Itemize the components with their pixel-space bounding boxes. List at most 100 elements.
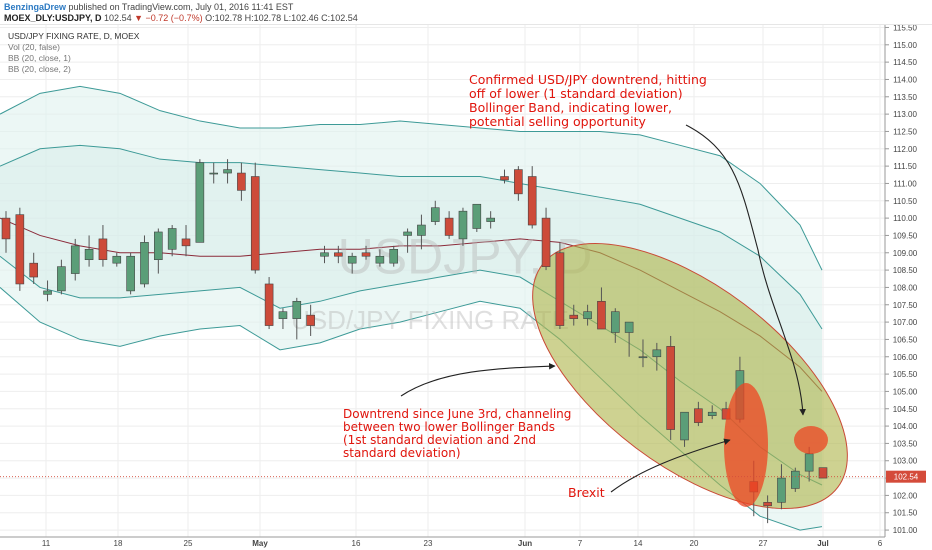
publish-text: published on TradingView.com, July 01, 2… (68, 2, 294, 12)
candle[interactable] (763, 495, 772, 524)
y-tick-label: 107.50 (893, 301, 918, 310)
candle-body (375, 255, 385, 264)
candle[interactable] (98, 225, 108, 267)
candle[interactable] (250, 162, 260, 274)
y-tick-label: 102.00 (893, 491, 918, 500)
candle[interactable] (264, 277, 274, 330)
indicator-legend: USD/JPY FIXING RATE, D, MOEX Vol (20, fa… (8, 31, 139, 75)
candle-body (555, 252, 565, 326)
candle[interactable] (209, 162, 219, 184)
candle-body (347, 255, 357, 264)
candle[interactable] (237, 162, 246, 201)
candle-body (84, 249, 94, 261)
candle[interactable] (777, 464, 786, 510)
author-link[interactable]: BenzingaDrew (4, 2, 67, 12)
candle[interactable] (527, 166, 537, 229)
candle[interactable] (555, 242, 565, 330)
y-tick-label: 115.00 (893, 41, 917, 50)
candle-body (140, 242, 149, 285)
x-axis[interactable]: 11 18 25 May 16 23 Jun 7 14 20 27 Jul 6 (0, 536, 932, 550)
touch-highlight (794, 426, 828, 454)
candle-body (361, 252, 371, 257)
candle[interactable] (389, 245, 399, 267)
candle[interactable] (472, 203, 482, 232)
candle-body (126, 255, 135, 292)
candle[interactable] (666, 335, 675, 440)
candle[interactable] (597, 287, 606, 330)
candle-body (804, 453, 814, 472)
y-tick-label: 110.50 (893, 197, 917, 206)
candle-body (763, 502, 772, 507)
candle[interactable] (320, 245, 329, 264)
candle-body (680, 411, 689, 441)
candle[interactable] (154, 228, 163, 274)
candle[interactable] (680, 411, 689, 447)
y-axis[interactable]: 101.00101.50102.00102.50103.00103.50104.… (884, 23, 932, 537)
candle[interactable] (375, 249, 385, 267)
candle[interactable] (500, 169, 509, 184)
candle-body (70, 245, 80, 274)
candle[interactable] (514, 166, 523, 201)
candle[interactable] (652, 342, 662, 371)
publish-line: BenzingaDrew published on TradingView.co… (4, 2, 293, 12)
candle[interactable] (583, 304, 592, 326)
symbol-name[interactable]: MOEX_DLY:USDJPY, D (4, 13, 102, 23)
candle[interactable] (610, 308, 620, 343)
x-tick-label: 27 (759, 539, 768, 548)
candle[interactable] (403, 228, 412, 253)
candle[interactable] (112, 252, 122, 267)
candle[interactable] (43, 280, 52, 302)
candle-body (15, 214, 25, 285)
candle[interactable] (195, 159, 205, 243)
candle[interactable] (181, 225, 191, 257)
candle[interactable] (57, 259, 66, 295)
candle[interactable] (292, 297, 302, 340)
annotation-downtrend-line: between two lower Bollinger Bands (343, 420, 555, 434)
candle[interactable] (29, 252, 38, 284)
candle[interactable] (334, 245, 343, 264)
ohlc-values: O:102.78 H:102.78 L:102.46 C:102.54 (205, 13, 358, 23)
candle[interactable] (430, 200, 440, 226)
legend-item-bb2[interactable]: BB (20, close, 2) (8, 64, 71, 74)
bb-upper-1 (0, 144, 823, 330)
candle[interactable] (306, 304, 315, 336)
candle[interactable] (444, 211, 454, 239)
y-tick-label: 108.00 (893, 283, 918, 292)
candle[interactable] (126, 252, 135, 295)
candle-body (195, 162, 205, 243)
arrow-downtrend (400, 362, 556, 397)
candle[interactable] (1, 211, 11, 253)
candle[interactable] (638, 339, 648, 368)
candle[interactable] (694, 401, 703, 427)
candle[interactable] (569, 304, 579, 326)
annotation-confirmed-line: potential selling opportunity (469, 114, 646, 129)
candle[interactable] (541, 207, 551, 271)
legend-item-bb1[interactable]: BB (20, close, 1) (8, 53, 71, 63)
legend-item-vol[interactable]: Vol (20, false) (8, 42, 60, 52)
candle-body (306, 314, 315, 326)
candle[interactable] (70, 238, 80, 281)
candle[interactable] (140, 235, 149, 288)
candle-body (430, 207, 440, 222)
candle[interactable] (167, 225, 177, 257)
candle[interactable] (791, 467, 800, 492)
candle[interactable] (624, 321, 634, 357)
candle-body (514, 169, 523, 195)
candle[interactable] (417, 214, 426, 250)
candle[interactable] (278, 308, 288, 330)
candle[interactable] (347, 252, 357, 274)
candle-body (638, 356, 648, 359)
candle[interactable] (458, 207, 468, 246)
candle[interactable] (486, 211, 495, 229)
annotation-brexit: Brexit (568, 485, 605, 500)
x-tick-label: 20 (690, 539, 699, 548)
candle[interactable] (84, 235, 94, 267)
candle[interactable] (707, 405, 717, 420)
y-tick-label: 111.50 (893, 162, 917, 171)
candle[interactable] (361, 245, 371, 260)
candle[interactable] (223, 159, 232, 184)
candle[interactable] (15, 207, 25, 291)
bb2-fill (0, 86, 822, 531)
candle-body (486, 217, 495, 222)
